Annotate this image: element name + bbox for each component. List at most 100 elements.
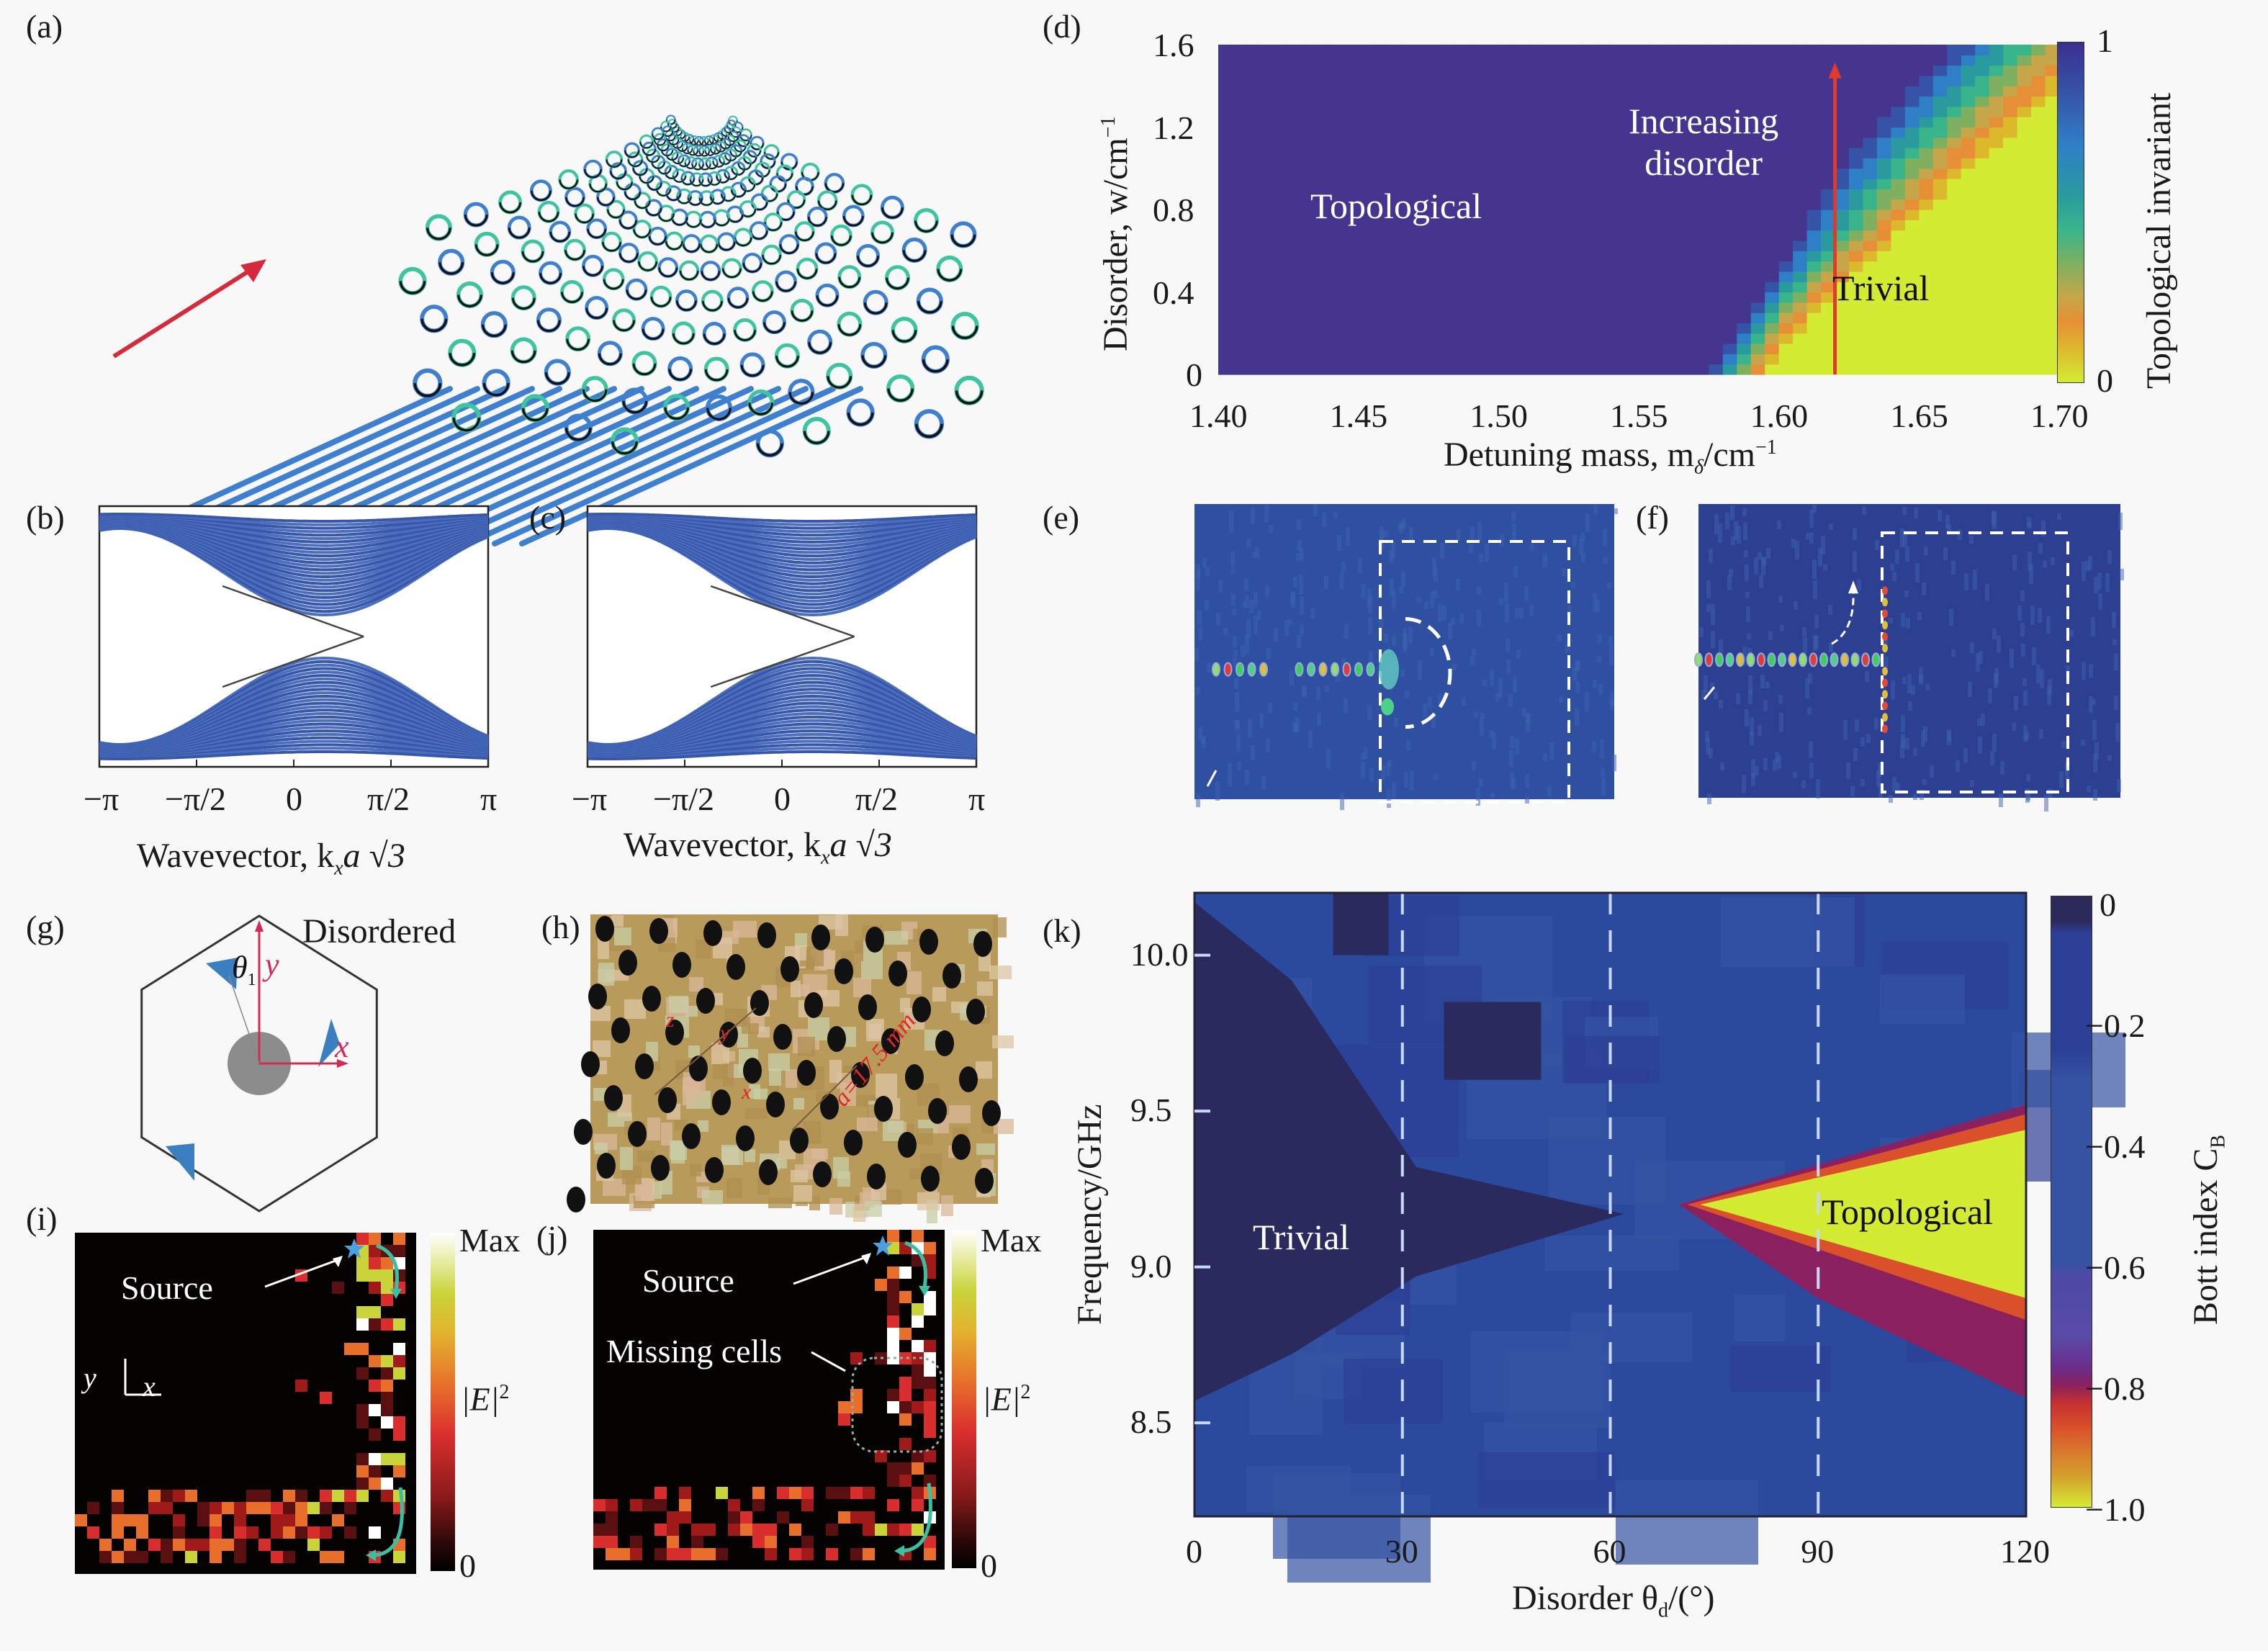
heatmap-cell bbox=[1218, 230, 1233, 241]
beam-spot bbox=[1830, 652, 1839, 667]
metal-rod bbox=[736, 1125, 755, 1151]
heatmap-cell bbox=[1583, 75, 1598, 86]
heatmap-cell bbox=[1737, 292, 1752, 303]
speckle bbox=[1745, 592, 1750, 598]
speckle bbox=[1763, 701, 1768, 711]
heatmap-cell bbox=[1218, 168, 1233, 179]
field-cell bbox=[112, 1514, 124, 1526]
heatmap-cell bbox=[1806, 96, 1822, 107]
heatmap-cell bbox=[1274, 168, 1289, 179]
heatmap-cell bbox=[1666, 86, 1681, 97]
heatmap-cell bbox=[1596, 271, 1611, 282]
field-cell bbox=[381, 1453, 393, 1465]
panel-label-a: (a) bbox=[26, 8, 63, 45]
speckle bbox=[1750, 717, 1754, 736]
heatmap-cell bbox=[1806, 210, 1822, 220]
heatmap-cell bbox=[1989, 333, 2004, 344]
heatmap-cell bbox=[1876, 179, 1891, 189]
heatmap-cell bbox=[1611, 65, 1626, 76]
heatmap-cell bbox=[1737, 323, 1752, 334]
speckle bbox=[1814, 615, 1819, 629]
field-cell bbox=[838, 1413, 850, 1426]
field-cell bbox=[381, 1294, 393, 1306]
field-cell bbox=[924, 1303, 936, 1315]
heatmap-cell bbox=[1386, 158, 1401, 169]
heatmap-cell bbox=[2003, 96, 2018, 107]
texture-block bbox=[611, 915, 624, 927]
heatmap-cell bbox=[1358, 96, 1373, 107]
heatmap-cell bbox=[1835, 75, 1850, 86]
heatmap-cell bbox=[1750, 199, 1765, 210]
speckle bbox=[1780, 625, 1784, 631]
heatmap-cell bbox=[1765, 292, 1780, 303]
speckle bbox=[1866, 734, 1871, 743]
heatmap-cell bbox=[1989, 343, 2004, 354]
texture-block bbox=[793, 1185, 812, 1202]
heatmap-cell bbox=[1639, 210, 1654, 220]
rod-lattice bbox=[567, 916, 1001, 1213]
heatmap-cell bbox=[1961, 333, 1976, 344]
heatmap-cell bbox=[2003, 168, 2018, 179]
speckle bbox=[1947, 524, 1951, 534]
helix-shadow bbox=[827, 376, 852, 389]
heatmap-cell bbox=[1344, 65, 1359, 76]
heatmap-cell bbox=[1919, 271, 1934, 282]
heatmap-cell bbox=[1722, 354, 1737, 365]
heatmap-cell bbox=[1246, 106, 1261, 117]
speckle bbox=[1297, 635, 1301, 648]
heatmap-cell bbox=[1428, 251, 1444, 262]
heatmap-cell bbox=[1750, 302, 1765, 313]
speckle bbox=[1448, 623, 1452, 639]
metal-rod bbox=[635, 1053, 654, 1079]
heatmap-cell bbox=[1778, 364, 1794, 375]
heatmap-cell bbox=[1540, 137, 1555, 148]
helix-shadow bbox=[740, 364, 765, 377]
speckle bbox=[1207, 662, 1211, 672]
heatmap-cell bbox=[1961, 240, 1976, 251]
heatmap-cell bbox=[1778, 75, 1794, 86]
heatmap-cell bbox=[1876, 106, 1891, 117]
field-cell bbox=[912, 1340, 924, 1352]
heatmap-cell bbox=[1498, 86, 1513, 97]
speckle bbox=[2112, 639, 2117, 645]
speckle bbox=[1968, 682, 1972, 697]
heatmap-cell bbox=[1596, 210, 1611, 220]
speckle bbox=[1701, 690, 1706, 699]
speckle bbox=[1768, 631, 1773, 640]
heatmap-cell bbox=[1330, 292, 1345, 303]
speckle bbox=[1816, 779, 1820, 798]
speckle bbox=[1778, 596, 1783, 603]
heatmap-cell bbox=[1316, 292, 1331, 303]
heatmap-cell bbox=[2017, 240, 2032, 251]
heatmap-cell bbox=[1330, 251, 1345, 262]
heatmap-cell bbox=[1358, 65, 1373, 76]
helix-shadow bbox=[647, 183, 662, 191]
heatmap-cell bbox=[1680, 240, 1696, 251]
heatmap-cell bbox=[1330, 261, 1345, 272]
heatmap-cell bbox=[1330, 45, 1345, 55]
heatmap-cell bbox=[1624, 220, 1639, 231]
heatmap-cell bbox=[1680, 55, 1696, 66]
scattering-arc bbox=[1405, 617, 1452, 729]
heatmap-cell bbox=[1400, 354, 1416, 365]
heatmap-cell bbox=[1624, 354, 1639, 365]
heatmap-cell bbox=[1596, 282, 1611, 293]
heatmap-cell bbox=[1975, 230, 1990, 241]
heatmap-cell bbox=[1904, 210, 1920, 220]
heatmap-cell bbox=[1484, 240, 1499, 251]
heatmap-cell bbox=[1330, 323, 1345, 334]
field-cell bbox=[173, 1539, 185, 1551]
heatmap-cell bbox=[1400, 302, 1416, 313]
x-tick-label: −π/2 bbox=[165, 780, 226, 817]
speckle bbox=[1424, 601, 1428, 609]
heatmap-cell bbox=[1498, 117, 1513, 128]
speckle bbox=[1809, 510, 1814, 528]
speckle bbox=[1410, 771, 1414, 791]
heatmap-cell bbox=[1498, 127, 1513, 138]
field-cell bbox=[320, 1502, 332, 1514]
heatmap-cell bbox=[1863, 354, 1878, 365]
heatmap-cell bbox=[1400, 240, 1416, 251]
heatmap-cell bbox=[1639, 45, 1654, 55]
heatmap-cell bbox=[1891, 292, 1906, 303]
speckle bbox=[1408, 626, 1413, 644]
